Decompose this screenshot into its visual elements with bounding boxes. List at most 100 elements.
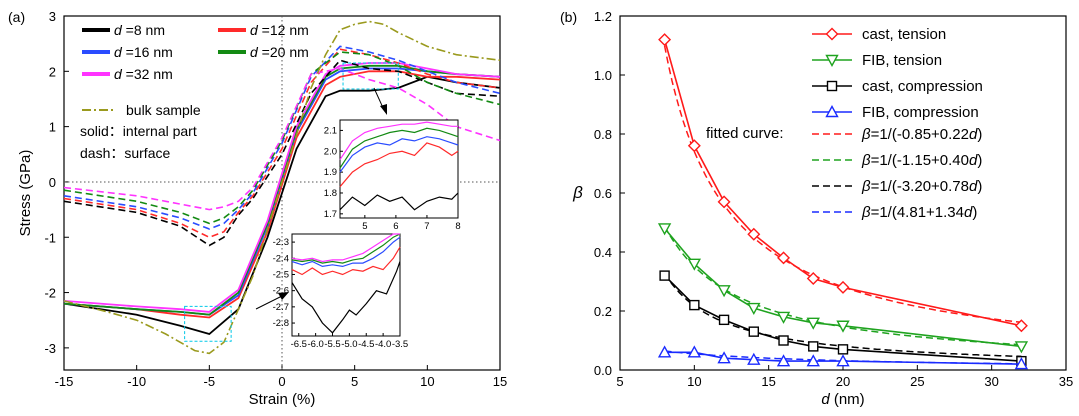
b-ytick-label: 1.2	[594, 9, 612, 24]
inset-lower-ytick-label: -2.8	[273, 318, 289, 329]
b-point	[836, 280, 850, 294]
a-xtick-label: -15	[55, 374, 74, 389]
b-point	[836, 320, 850, 333]
b-point	[687, 345, 702, 358]
inset-lower-line-0	[291, 261, 401, 334]
series-0	[63, 75, 501, 335]
panel-a-legend: d =8 nm d =12 nm d =16 nm d =20 nm d =32 nm	[82, 22, 309, 82]
panel-a-xlabel: Strain (%)	[249, 391, 316, 408]
inset-upper-ytick-label: 1.8	[324, 188, 337, 199]
fit-legend-label: β=1/(-0.85+0.22d)	[861, 126, 982, 143]
b-xtick-label: 10	[687, 374, 701, 389]
b-point	[1014, 319, 1028, 333]
b-point	[776, 311, 791, 324]
a-ytick-label: 2	[49, 64, 56, 79]
b-xtick-label: 25	[910, 374, 924, 389]
inset-upper-line-1	[339, 142, 459, 188]
inset-lower-ytick-label: -2.3	[273, 237, 289, 248]
inset-upper: 5 6 7 8 1.7 1.8 1.9 2.0 2.1	[324, 119, 461, 232]
inset-lower-xtick-label: -3.5	[392, 339, 408, 350]
series-3	[63, 64, 501, 316]
b-point	[748, 326, 759, 337]
inset-upper-xtick-label: 6	[393, 221, 398, 232]
b-point	[747, 302, 761, 316]
b-point	[777, 251, 791, 265]
b-xtick-label: 35	[1059, 374, 1073, 389]
b-point	[687, 139, 701, 153]
inset-lower-frame	[291, 233, 401, 337]
series-6	[63, 48, 501, 239]
panel-b-ticks: 5 10 15 20 25 30 35 0.0 0.2 0.4 0.6 0.8 1.0 1.2	[594, 9, 1073, 389]
a-xtick-label: 5	[351, 374, 358, 389]
inset-lower-xtick-label: -4.0	[375, 339, 391, 350]
a-ytick-label: 1	[49, 120, 56, 135]
inset-upper-xtick-label: 5	[362, 221, 367, 232]
note-solid: solid：internal part	[80, 123, 197, 139]
b-xtick-label: 5	[616, 374, 623, 389]
b-legend-marker	[826, 80, 838, 92]
a-legend-label: d =12 nm	[250, 22, 309, 38]
zoom-arrow-upper-head	[380, 104, 387, 115]
panel-b-legend: cast, tension FIB, tension cast, compressi…	[812, 26, 983, 121]
inset-lower-line-3	[291, 233, 401, 264]
b-legend-label: FIB, compression	[862, 104, 979, 121]
a-legend-label: d =8 nm	[114, 22, 165, 38]
inset-upper-line-4	[339, 121, 458, 160]
inset-lower-line-1	[291, 246, 401, 276]
inset-lower-xtick-label: -6.0	[307, 339, 323, 350]
fitted-curve-label: fitted curve:	[706, 125, 784, 142]
b-point	[687, 258, 702, 271]
b-point	[837, 344, 849, 355]
a-ytick-label: -2	[44, 286, 56, 301]
fit-legend-label: β=1/(-1.15+0.40d)	[861, 152, 982, 169]
inset-upper-ytick-label: 1.9	[324, 167, 337, 178]
b-xtick-label: 30	[984, 374, 998, 389]
b-ytick-label: 0.2	[594, 304, 612, 319]
panel-a-ylabel: Stress (GPa)	[17, 150, 34, 237]
b-ytick-label: 0.8	[594, 127, 612, 142]
series-1	[63, 70, 501, 319]
b-ytick-label: 0.4	[594, 245, 612, 260]
inset-upper-ytick-label: 1.7	[324, 209, 337, 220]
panel-b-xlabel: d (nm)	[821, 391, 864, 408]
series-5	[63, 59, 501, 247]
inset-lower-ytick-label: -2.5	[273, 269, 289, 280]
inset-upper-ytick-label: 2.1	[324, 125, 337, 136]
inset-upper-xtick-label: 7	[424, 221, 429, 232]
a-xtick-label: 10	[420, 374, 434, 389]
b-point	[806, 272, 820, 286]
inset-lower-ytick-label: -2.4	[273, 253, 289, 264]
a-ytick-label: 3	[49, 9, 56, 24]
a-legend-label: d =16 nm	[114, 44, 173, 60]
a-ytick-label: -3	[44, 341, 56, 356]
b-point	[658, 33, 672, 47]
b-point	[747, 352, 761, 365]
inset-lower-ytick-label: -2.6	[273, 286, 289, 297]
panel-b-fit-legend: β=1/(-0.85+0.22d) β=1/(-1.15+0.40d) β=1/(-…	[812, 126, 982, 221]
a-ytick-label: -1	[44, 230, 56, 245]
b-point	[717, 195, 731, 209]
b-legend-marker	[825, 105, 839, 118]
b-legend-label: cast, tension	[862, 26, 946, 43]
note-dash: dash：surface	[80, 145, 170, 161]
a-xtick-label: -5	[204, 374, 216, 389]
series-8	[63, 51, 501, 225]
a-legend-label: d =32 nm	[114, 66, 173, 82]
a-xtick-label: 0	[278, 374, 285, 389]
inset-upper-xtick-label: 8	[455, 221, 460, 232]
b-point	[718, 314, 730, 326]
inset-upper-line-2	[339, 136, 459, 173]
b-series-line-3	[664, 351, 1022, 365]
b-ytick-label: 0.6	[594, 186, 612, 201]
b-legend-marker	[825, 54, 839, 67]
inset-upper-line-0	[339, 192, 459, 211]
panel-b-series	[657, 33, 1029, 370]
panel-b-ylabel: β	[572, 183, 583, 202]
panel-a-zoom-boxes	[184, 62, 399, 342]
inset-lower-line-2	[291, 236, 401, 268]
b-xtick-label: 20	[836, 374, 850, 389]
b-point	[836, 354, 850, 367]
bulk-legend-entry: bulk sample	[82, 102, 201, 118]
b-point	[717, 351, 731, 364]
